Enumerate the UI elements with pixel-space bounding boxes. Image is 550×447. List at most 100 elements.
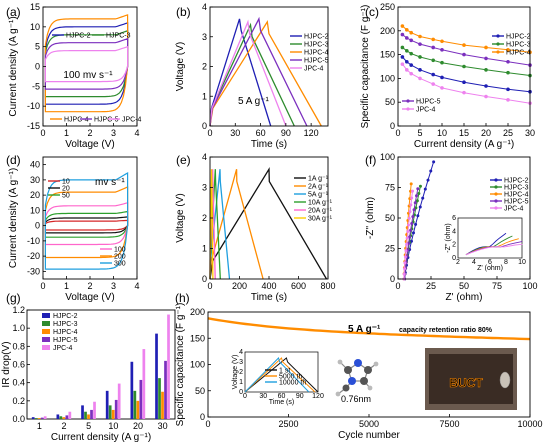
molecule-atom <box>342 384 350 392</box>
legend-label: JPC-4 <box>122 117 142 124</box>
x-tick-label: 90 <box>281 128 291 138</box>
cv-curve <box>44 29 129 98</box>
scan-rate-unit: mv s⁻¹ <box>95 177 125 188</box>
y-tick-label: 0 <box>200 412 205 422</box>
rate-point <box>440 48 444 52</box>
nyquist-point <box>409 182 413 186</box>
x-tick-label: 2 <box>61 421 66 431</box>
molecule-atom <box>367 385 373 391</box>
rate-point <box>400 45 405 50</box>
x-axis-label: Time (s) <box>251 292 287 303</box>
y-tick-label: 0 <box>390 274 395 284</box>
nyquist-point <box>409 228 413 232</box>
legend-label: HJPC-3 <box>506 42 531 49</box>
x-axis-label: Voltage (V) <box>65 292 114 303</box>
legend-label: HJPC-5 <box>53 337 78 344</box>
ir-bar <box>105 390 109 419</box>
rate-point <box>431 37 436 42</box>
rate-point <box>484 68 488 72</box>
y-tick-label: -20 <box>27 251 40 261</box>
y-axis-label: IR drop(V) <box>1 341 12 387</box>
legend-label: HJPC-4 <box>304 50 329 57</box>
x-axis-label: Current density (A g⁻¹) <box>51 432 151 443</box>
legend-swatch <box>42 321 50 326</box>
rate-line <box>402 34 531 66</box>
inset-x-tick: 8 <box>504 259 508 266</box>
nyquist-point <box>403 255 407 259</box>
y-tick-label: 4 <box>202 152 207 162</box>
y-tick-label: 0 <box>35 62 40 72</box>
rate-line <box>402 47 531 76</box>
nyquist-point <box>409 203 413 207</box>
rate-point <box>440 86 444 90</box>
ir-bar <box>65 415 69 419</box>
panel-label: (d) <box>6 153 21 167</box>
inset-line <box>465 243 523 256</box>
rate-point <box>506 87 510 92</box>
legend-label: HJPC-4 <box>64 117 89 124</box>
nyquist-point <box>406 230 410 234</box>
legend-label: HJPC-2 <box>506 34 531 41</box>
y-tick-label: 4 <box>202 2 207 12</box>
legend-swatch <box>42 313 50 318</box>
panel-g: 1 2 5 10 20 30 0.0 0.2 0.4 0.6 0.8 1.0 1.2 Current de… <box>1 291 176 443</box>
rate-point <box>409 63 414 67</box>
current-density-annotation: 5 A g⁻¹ <box>238 96 270 107</box>
ir-bar <box>111 409 115 419</box>
ir-bar <box>130 361 134 419</box>
legend-label: HJPC-3 <box>304 42 329 49</box>
y-tick-label: 10 <box>30 22 40 32</box>
nyquist-point <box>408 235 412 239</box>
y-tick-label: 1 <box>202 244 207 254</box>
panel-label: (a) <box>6 5 21 19</box>
x-tick-label: 4 <box>134 281 139 291</box>
x-tick-label: 10 <box>108 421 118 431</box>
legend-label: 1 st <box>279 368 290 375</box>
legend-label: 50 <box>62 193 70 200</box>
y-tick-label: 3 <box>202 32 207 42</box>
y-tick-label: 0 <box>35 221 40 231</box>
legend-label: 10 <box>62 179 70 186</box>
inset-y-label: Voltage (V) <box>232 355 239 390</box>
rate-point <box>506 59 510 64</box>
nyquist-point <box>421 196 425 200</box>
nyquist-point <box>412 208 416 212</box>
legend-label: HJPC-5 <box>304 58 329 65</box>
ir-bar <box>117 383 121 419</box>
legend-marker <box>406 107 410 111</box>
inset-x-tick: 0 <box>243 393 247 400</box>
x-tick-label: 25 <box>426 281 436 291</box>
panel-b: 0 30 60 90 120 0 1 2 3 4 Time (s) Voltage (V) (b) 5 A… <box>175 2 329 150</box>
inset-x-tick: 10 <box>518 259 526 266</box>
ir-bar <box>136 400 140 419</box>
rate-point <box>418 42 422 46</box>
y-tick-label: 75 <box>385 183 395 193</box>
legend-label: HJPC-2 <box>53 313 78 320</box>
x-tick-label: 25 <box>503 128 513 138</box>
x-tick-label: 0 <box>40 128 45 138</box>
x-tick-label: 0 <box>207 128 212 138</box>
x-tick-label: 4 <box>134 128 139 138</box>
nyquist-point <box>414 206 418 210</box>
legend-label: HJPC-5 <box>94 117 119 124</box>
y-tick-label: 15 <box>30 2 40 12</box>
legend-label: HJPC-3 <box>504 185 529 192</box>
rate-point <box>484 45 488 50</box>
rate-point <box>484 94 488 99</box>
inset-x-tick: 4 <box>472 259 476 266</box>
rate-point <box>405 36 409 40</box>
rate-line <box>402 56 531 93</box>
y-tick-label: 0.0 <box>12 414 25 424</box>
legend-label: HJPC-3 <box>53 321 78 328</box>
y-tick-label: 0 <box>390 121 395 131</box>
retention-annotation: capacity retention ratio 80% <box>399 327 493 334</box>
legend-marker <box>494 192 498 196</box>
nyquist-point <box>414 222 418 226</box>
rate-line <box>402 25 531 53</box>
molecule-icon <box>335 359 379 397</box>
photo-led-text: BUCT <box>449 376 483 390</box>
x-axis-label: Voltage (V) <box>65 139 114 150</box>
nyquist-point <box>405 236 409 240</box>
